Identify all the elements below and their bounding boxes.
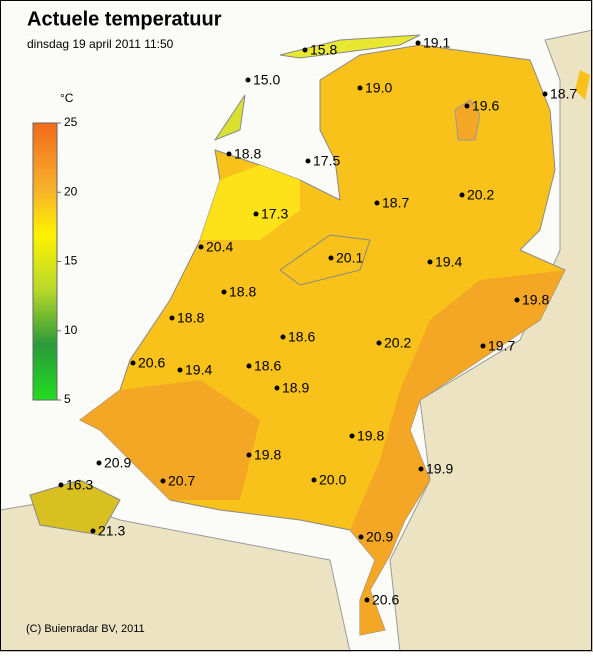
legend-tick-label: 5 xyxy=(64,392,71,406)
station-temp: 18.6 xyxy=(254,358,281,374)
station-dot xyxy=(160,478,166,484)
dollard xyxy=(575,70,590,100)
station-temp: 19.8 xyxy=(522,292,549,308)
station-temp: 18.8 xyxy=(234,146,261,162)
station-temp: 19.7 xyxy=(488,338,515,354)
station-temp: 20.7 xyxy=(168,473,195,489)
station-dot xyxy=(280,334,286,340)
flevoland xyxy=(279,234,371,286)
station-dot xyxy=(415,40,421,46)
station-temp: 18.6 xyxy=(288,329,315,345)
station-dot xyxy=(96,460,102,466)
station-temp: 18.8 xyxy=(177,310,204,326)
legend-tick-label: 20 xyxy=(64,184,78,198)
station-temp: 21.3 xyxy=(98,523,125,539)
copyright: (C) Buienradar BV, 2011 xyxy=(26,623,145,635)
station-temp: 19.6 xyxy=(472,98,499,114)
station-dot xyxy=(169,315,175,321)
station-temp: 20.0 xyxy=(319,472,346,488)
station-temp: 20.1 xyxy=(336,250,363,266)
legend-tick-label: 10 xyxy=(64,323,78,337)
stations: 15.8 19.1 15.0 19.0 19.6 18.7 18.8 17.5 18.7 20.2… xyxy=(58,35,577,608)
station-dot xyxy=(246,452,252,458)
station-temp: 20.2 xyxy=(467,187,494,203)
station-dot xyxy=(374,200,380,206)
warm-zone xyxy=(350,270,565,635)
station-dot xyxy=(514,297,520,303)
station-temp: 17.5 xyxy=(313,153,340,169)
station-dot xyxy=(177,367,183,373)
station-dot xyxy=(480,343,486,349)
station-dot xyxy=(459,192,465,198)
station-dot xyxy=(349,433,355,439)
station-dot xyxy=(311,477,317,483)
station-temp: 16.3 xyxy=(66,477,93,493)
station-dot xyxy=(376,340,382,346)
station-temp: 20.6 xyxy=(372,592,399,608)
station-dot xyxy=(305,158,311,164)
station-temp: 20.4 xyxy=(206,239,233,255)
islands-north xyxy=(279,34,421,59)
legend-tick-label: 25 xyxy=(64,115,78,129)
cool-zone xyxy=(200,165,300,240)
station-temp: 18.9 xyxy=(282,380,309,396)
station-dot xyxy=(130,360,136,366)
station-temp: 19.0 xyxy=(365,80,392,96)
station-temp: 17.3 xyxy=(261,206,288,222)
station-dot xyxy=(274,385,280,391)
station-temp: 20.9 xyxy=(104,455,131,471)
station-temp: 15.0 xyxy=(253,72,280,88)
station-dot xyxy=(221,289,227,295)
station-temp: 19.4 xyxy=(185,362,212,378)
warm-zone-west xyxy=(80,380,260,500)
station-temp: 18.7 xyxy=(550,86,577,102)
station-dot xyxy=(58,482,64,488)
subtitle: dinsdag 19 april 2011 11:50 xyxy=(27,37,174,51)
station-temp: 20.9 xyxy=(366,529,393,545)
legend-unit: °C xyxy=(60,91,74,105)
station-dot xyxy=(364,597,370,603)
warm-spot xyxy=(454,99,481,141)
station-temp: 18.7 xyxy=(382,195,409,211)
station-dot xyxy=(302,47,308,53)
legend-tick-label: 15 xyxy=(64,254,78,268)
station-dot xyxy=(246,363,252,369)
station-dot xyxy=(90,528,96,534)
station-temp: 19.1 xyxy=(423,35,450,51)
station-temp: 19.8 xyxy=(254,447,281,463)
station-temp: 15.8 xyxy=(310,42,337,58)
island xyxy=(213,94,246,142)
station-dot xyxy=(427,259,433,265)
station-temp: 19.9 xyxy=(426,461,453,477)
station-temp: 19.8 xyxy=(357,428,384,444)
station-dot xyxy=(542,91,548,97)
station-temp: 20.2 xyxy=(384,335,411,351)
station-dot xyxy=(253,211,259,217)
station-dot xyxy=(226,151,232,157)
station-dot xyxy=(328,255,334,261)
station-dot xyxy=(357,85,363,91)
station-temp: 20.6 xyxy=(138,355,165,371)
station-dot xyxy=(464,103,470,109)
station-dot xyxy=(245,77,251,83)
station-dot xyxy=(418,466,424,472)
station-temp: 19.4 xyxy=(435,254,462,270)
station-temp: 18.8 xyxy=(229,284,256,300)
title: Actuele temperatuur xyxy=(27,8,222,30)
station-dot xyxy=(358,534,364,540)
station-dot xyxy=(198,244,204,250)
colorbar xyxy=(32,122,58,401)
zeeland xyxy=(29,479,121,536)
